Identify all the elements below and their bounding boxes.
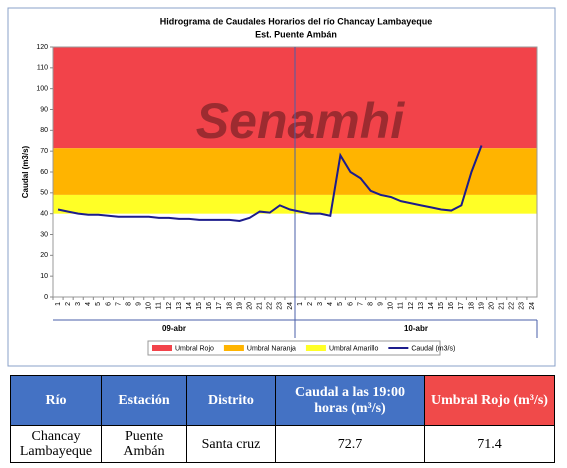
x-tick-label: 18 (468, 302, 475, 310)
x-tick-label: 8 (125, 302, 132, 306)
cell: Puente Ambán (101, 425, 187, 463)
x-tick-label: 13 (418, 302, 425, 310)
header-cell: Estación (101, 375, 187, 426)
x-tick-label: 17 (216, 302, 223, 310)
group-label: 09-abr (162, 324, 186, 333)
cell: Santa cruz (186, 425, 276, 463)
legend-swatch (152, 345, 172, 351)
cell: 72.7 (275, 425, 425, 463)
header-cell: Distrito (186, 375, 276, 426)
x-tick-label: 4 (85, 302, 92, 306)
x-tick-label: 8 (367, 302, 374, 306)
x-tick-label: 2 (65, 302, 72, 306)
x-tick-label: 19 (478, 302, 485, 310)
x-tick-label: 16 (448, 302, 455, 310)
legend-box (147, 340, 441, 356)
x-tick-label: 10 (388, 302, 395, 310)
x-tick-label: 6 (347, 302, 354, 306)
x-tick-label: 10 (146, 302, 153, 310)
x-tick-label: 18 (226, 302, 233, 310)
header-cell: Río (10, 375, 102, 426)
chart: Hidrograma de Caudales Horarios del río … (7, 7, 556, 367)
x-tick-label: 12 (166, 302, 173, 310)
chart-title: Hidrograma de Caudales Horarios del río … (160, 16, 433, 26)
x-tick-label: 23 (277, 302, 284, 310)
x-tick-label: 22 (267, 302, 274, 310)
group-label: 10-abr (404, 324, 428, 333)
x-tick-label: 5 (95, 302, 102, 306)
x-tick-label: 23 (519, 302, 526, 310)
x-tick-label: 3 (317, 302, 324, 306)
x-tick-label: 15 (196, 302, 203, 310)
summary-table: Río Estación Distrito Caudal a las 19:00… (10, 375, 555, 463)
y-tick-label: 40 (40, 211, 48, 218)
y-tick-label: 70 (40, 148, 48, 155)
x-tick-label: 14 (428, 302, 435, 310)
x-tick-label: 21 (499, 302, 506, 310)
watermark: Senamhi (196, 93, 406, 149)
x-tick-label: 11 (156, 302, 163, 309)
x-tick-label: 9 (378, 302, 385, 306)
x-tick-label: 1 (297, 302, 304, 306)
x-tick-label: 12 (408, 302, 415, 310)
y-tick-label: 120 (36, 44, 48, 51)
x-tick-label: 7 (115, 302, 122, 306)
x-tick-label: 13 (176, 302, 183, 310)
x-tick-label: 16 (206, 302, 213, 310)
y-tick-label: 110 (37, 65, 48, 72)
data-line (57, 145, 483, 222)
x-tick-label: 21 (257, 302, 264, 310)
legend-label: Umbral Rojo (175, 345, 214, 352)
cell: Chancay Lambayeque (10, 425, 102, 463)
y-tick-label: 10 (40, 273, 48, 280)
y-tick-label: 50 (40, 190, 48, 197)
x-tick-label: 15 (438, 302, 445, 310)
y-tick-label: 90 (40, 106, 48, 113)
header-cell: Umbral Rojo (m³/s) (424, 375, 555, 426)
y-axis-label: Caudal (m3/s) (21, 145, 30, 198)
legend: Umbral Rojo Umbral Naranja Umbral Amarillo… (147, 340, 455, 356)
header-cell: Caudal a las 19:00 horas (m³/s) (275, 375, 425, 426)
x-tick-label: 4 (327, 302, 334, 306)
y-tick-label: 100 (36, 86, 48, 93)
x-tick-label: 2 (307, 302, 314, 306)
y-tick-label: 60 (40, 169, 48, 176)
x-tick-label: 11 (398, 302, 405, 309)
cell: 71.4 (424, 425, 555, 463)
x-tick-label: 19 (236, 302, 243, 310)
legend-label: Caudal (m3/s) (411, 345, 455, 352)
legend-label: Umbral Naranja (247, 345, 296, 352)
y-tick-label: 20 (40, 252, 48, 259)
chart-subtitle: Est. Puente Ambán (255, 29, 337, 39)
y-tick-label: 30 (40, 231, 48, 238)
x-tick-label: 24 (529, 302, 536, 310)
legend-label: Umbral Amarillo (329, 345, 379, 352)
x-tick-label: 7 (357, 302, 364, 306)
x-tick-label: 20 (488, 302, 495, 310)
x-tick-label: 5 (337, 302, 344, 306)
x-tick-label: 24 (287, 302, 294, 310)
x-tick-label: 17 (458, 302, 465, 310)
x-tick-label: 20 (246, 302, 253, 310)
x-tick-label: 6 (105, 302, 112, 306)
legend-swatch (305, 345, 326, 351)
x-tick-label: 14 (186, 302, 193, 310)
y-tick-label: 80 (40, 127, 48, 134)
legend-swatch (223, 345, 244, 351)
x-tick-label: 1 (55, 302, 62, 306)
x-tick-label: 9 (136, 302, 143, 306)
x-tick-label: 3 (75, 302, 82, 306)
y-tick-label: 0 (44, 294, 48, 301)
x-tick-label: 22 (509, 302, 516, 310)
